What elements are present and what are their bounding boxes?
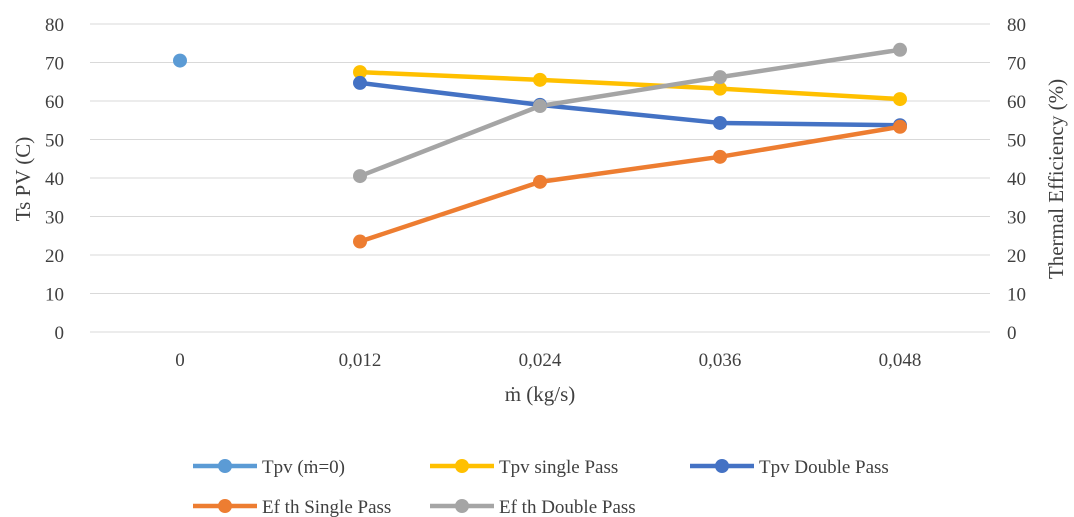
- x-axis-title: ṁ (kg/s): [505, 382, 576, 406]
- data-point: [713, 149, 727, 164]
- y2-tick-label: 30: [1007, 208, 1026, 229]
- data-point: [533, 174, 547, 189]
- y-tick-label: 50: [45, 131, 64, 152]
- legend-item: Tpv (ṁ=0): [193, 457, 345, 478]
- left-axis-ticks: 0 10 20 30 40 50 60 70 80: [45, 15, 64, 344]
- y2-tick-label: 70: [1007, 54, 1026, 75]
- y2-tick-label: 60: [1007, 92, 1026, 113]
- data-point: [353, 169, 367, 184]
- data-point: [533, 99, 547, 114]
- legend-label: Ef th Double Pass: [499, 497, 636, 517]
- y-tick-label: 30: [45, 208, 64, 229]
- data-point: [893, 42, 907, 57]
- series-line: [357, 69, 903, 102]
- series-line: [357, 124, 903, 244]
- data-point: [353, 65, 367, 80]
- x-axis-ticks: 0 0,012 0,024 0,036 0,048: [175, 350, 921, 371]
- data-point: [353, 75, 367, 90]
- x-tick-label: 0: [175, 350, 185, 371]
- x-tick-label: 0,048: [879, 350, 922, 371]
- y-tick-label: 40: [45, 169, 64, 190]
- legend-item: Tpv single Pass: [430, 457, 618, 478]
- data-point: [173, 53, 187, 68]
- series-points: [173, 42, 907, 249]
- legend-label: Tpv single Pass: [499, 457, 618, 478]
- legend-swatch-marker: [455, 459, 469, 473]
- data-point: [713, 81, 727, 96]
- y-tick-label: 80: [45, 15, 64, 36]
- data-point: [893, 119, 907, 134]
- y2-tick-label: 40: [1007, 169, 1026, 190]
- y2-tick-label: 50: [1007, 131, 1026, 152]
- legend-label: Tpv Double Pass: [759, 457, 889, 478]
- legend-label: Ef th Single Pass: [262, 497, 391, 517]
- legend-swatch-marker: [218, 499, 232, 513]
- y2-tick-label: 10: [1007, 285, 1026, 306]
- data-point: [353, 234, 367, 249]
- legend: Tpv (ṁ=0) Tpv single Pass Tpv Double Pass E…: [193, 457, 889, 517]
- y-tick-label: 70: [45, 54, 64, 75]
- y2-tick-label: 80: [1007, 15, 1026, 36]
- legend-item: Ef th Single Pass: [193, 497, 391, 517]
- x-tick-label: 0,012: [339, 350, 382, 371]
- data-point: [533, 72, 547, 87]
- legend-label: Tpv (ṁ=0): [262, 457, 345, 478]
- data-point: [893, 92, 907, 107]
- series-line: [357, 47, 903, 179]
- y-tick-label: 0: [55, 323, 65, 344]
- legend-item: Tpv Double Pass: [690, 457, 889, 478]
- legend-swatch-marker: [715, 459, 729, 473]
- series-line: [357, 80, 903, 128]
- data-point: [713, 70, 727, 85]
- y-tick-label: 60: [45, 92, 64, 113]
- data-point: [713, 115, 727, 130]
- y-tick-label: 20: [45, 246, 64, 267]
- y-tick-label: 10: [45, 285, 64, 306]
- right-axis-ticks: 0 10 20 30 40 50 60 70 80: [1007, 15, 1026, 344]
- y-axis-title: Ts PV (C): [11, 137, 35, 222]
- legend-swatch-marker: [218, 459, 232, 473]
- legend-item: Ef th Double Pass: [430, 497, 636, 517]
- y2-tick-label: 0: [1007, 323, 1017, 344]
- x-tick-label: 0,036: [699, 350, 742, 371]
- y2-axis-title: Thermal Efficiency (%): [1044, 79, 1068, 279]
- series-lines: [357, 47, 903, 244]
- legend-swatch-marker: [455, 499, 469, 513]
- x-tick-label: 0,024: [519, 350, 562, 371]
- y2-tick-label: 20: [1007, 246, 1026, 267]
